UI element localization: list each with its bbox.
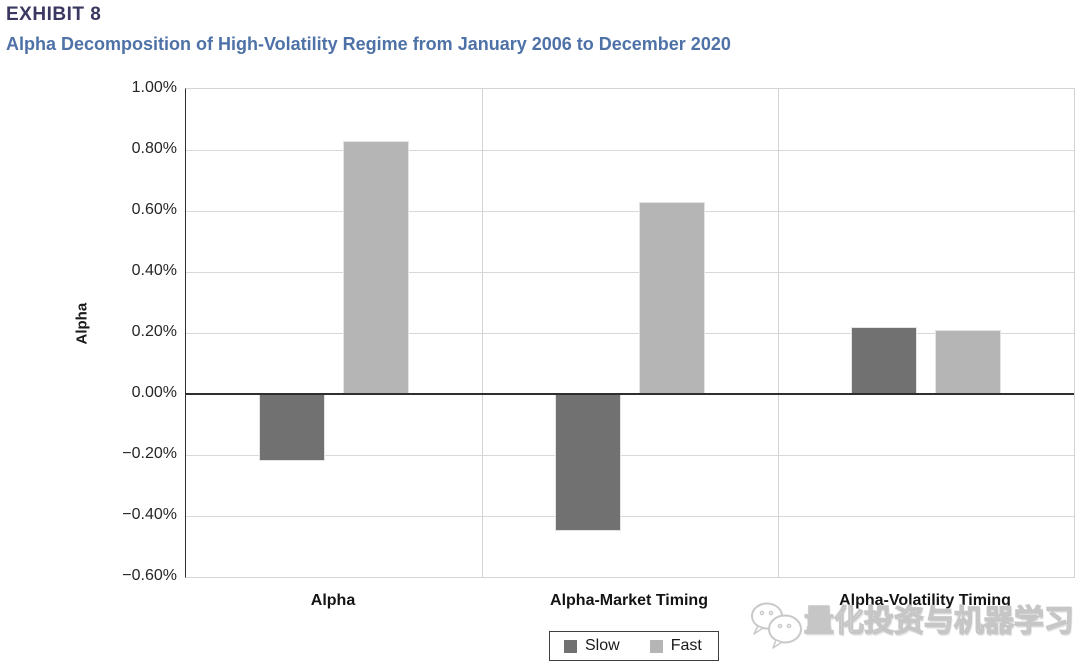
y-tick-label: 0.80%	[131, 140, 177, 157]
x-category-label: Alpha	[310, 592, 356, 609]
y-tick-label: 1.00%	[131, 79, 177, 96]
category-separator	[481, 89, 483, 577]
fast-series-swatch-icon	[649, 639, 663, 653]
y-tick-label: −0.40%	[122, 506, 177, 523]
gridline	[186, 454, 1074, 456]
bar-fast-alpha	[343, 140, 409, 394]
bar-slow-alpha	[259, 394, 325, 462]
x-axis-category-labels: Alpha Alpha-Market Timing Alpha-Volatility…	[185, 592, 1073, 612]
exhibit-label: EXHIBIT 8	[6, 4, 102, 25]
x-category-label: Alpha-Market Timing	[550, 592, 708, 609]
bar-fast-alpha-volatility-timing	[935, 329, 1001, 394]
y-axis-title: Alpha	[73, 302, 91, 345]
gridline	[186, 515, 1074, 517]
y-tick-label: 0.00%	[131, 384, 177, 401]
y-tick-label: 0.60%	[131, 201, 177, 218]
chart-legend: Slow Fast	[549, 631, 719, 661]
zero-baseline	[186, 393, 1074, 395]
plot-area	[185, 88, 1075, 578]
y-tick-label: −0.20%	[122, 445, 177, 462]
bar-slow-alpha-volatility-timing	[851, 326, 917, 394]
y-tick-label: 0.20%	[131, 323, 177, 340]
y-tick-label: −0.60%	[122, 567, 177, 584]
legend-item-fast: Fast	[649, 637, 702, 655]
slow-series-swatch-icon	[564, 639, 577, 653]
gridline	[186, 149, 1074, 151]
x-category-label: Alpha-Volatility Timing	[839, 592, 1011, 609]
legend-label-fast: Fast	[670, 637, 702, 654]
legend-label-slow: Slow	[585, 637, 620, 654]
legend-item-slow: Slow	[564, 637, 620, 655]
gridline	[186, 210, 1074, 212]
bar-slow-alpha-market-timing	[555, 394, 621, 532]
bar-fast-alpha-market-timing	[639, 201, 705, 394]
chart-title: Alpha Decomposition of High-Volatility R…	[6, 34, 731, 54]
category-separator	[777, 89, 779, 577]
gridline	[186, 332, 1074, 334]
y-tick-label: 0.40%	[131, 262, 177, 279]
gridline	[186, 271, 1074, 273]
